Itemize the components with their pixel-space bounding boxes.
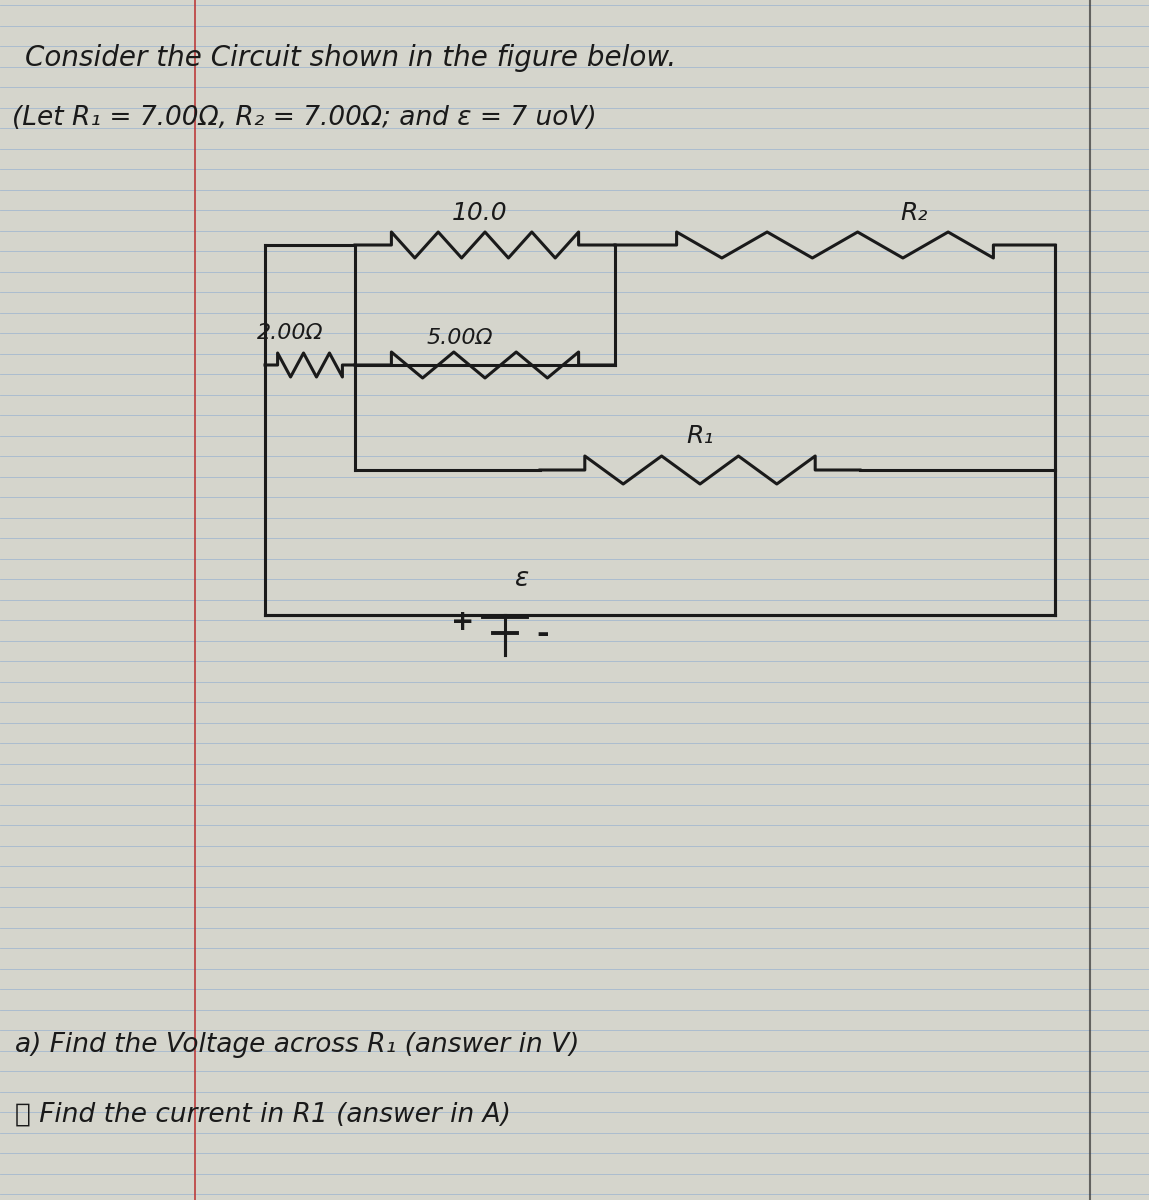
Text: a) Find the Voltage across R₁ (answer in V): a) Find the Voltage across R₁ (answer in… <box>15 1032 579 1058</box>
Text: 10.0: 10.0 <box>453 200 508 226</box>
Text: 5.00Ω: 5.00Ω <box>426 328 493 348</box>
Text: (Let R₁ = 7.00Ω, R₂ = 7.00Ω; and ε = 7 uoV): (Let R₁ = 7.00Ω, R₂ = 7.00Ω; and ε = 7 u… <box>11 104 596 131</box>
Text: -: - <box>537 620 549 649</box>
Text: Consider the Circuit shown in the figure below.: Consider the Circuit shown in the figure… <box>25 44 677 72</box>
Text: ε: ε <box>515 566 530 592</box>
Text: R₂: R₂ <box>901 200 928 226</box>
Text: +: + <box>452 608 475 636</box>
Text: Ⓐ Find the current in R1 (answer in A): Ⓐ Find the current in R1 (answer in A) <box>15 1102 511 1128</box>
Text: 2.00Ω: 2.00Ω <box>257 323 324 343</box>
Text: R₁: R₁ <box>686 424 714 448</box>
